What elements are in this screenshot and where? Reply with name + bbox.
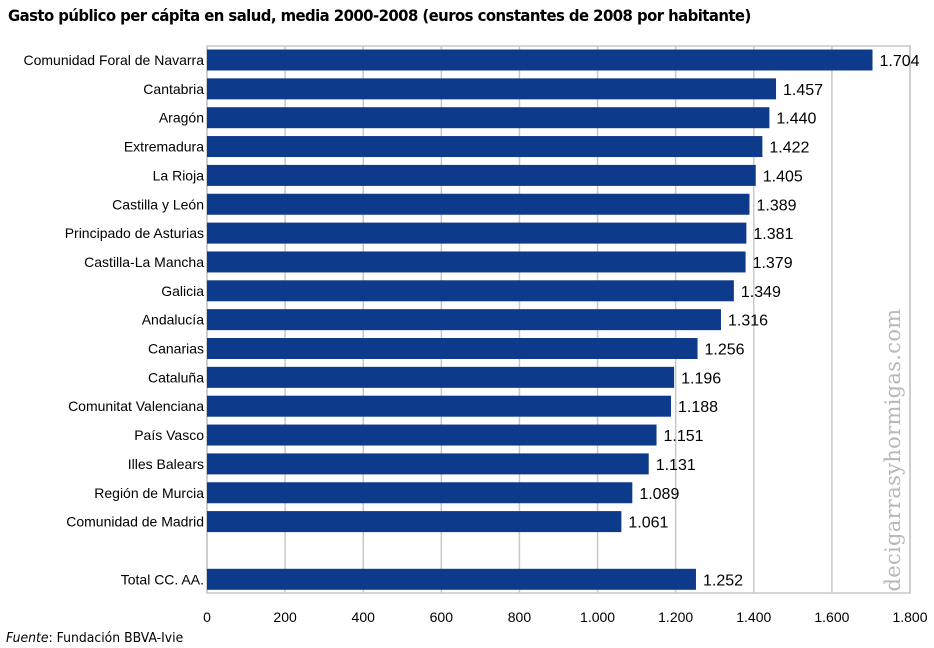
source-label: Fuente bbox=[6, 630, 49, 646]
data-label: 1.457 bbox=[783, 82, 823, 99]
data-label: 1.061 bbox=[628, 515, 668, 532]
chart-title: Gasto público per cápita en salud, media… bbox=[8, 6, 751, 25]
x-tick-label: 600 bbox=[430, 609, 454, 625]
x-tick-label: 200 bbox=[273, 609, 297, 625]
bar bbox=[207, 338, 698, 359]
data-label: 1.381 bbox=[753, 226, 793, 243]
category-label: Principado de Asturias bbox=[65, 225, 204, 241]
data-label: 1.704 bbox=[880, 53, 920, 70]
bar bbox=[207, 395, 671, 417]
bar bbox=[207, 49, 873, 71]
x-tick-label: 1.800 bbox=[892, 609, 927, 625]
bar bbox=[207, 424, 657, 446]
bar bbox=[207, 164, 756, 186]
bar bbox=[207, 482, 633, 504]
data-label: 1.196 bbox=[681, 370, 721, 387]
bar bbox=[207, 251, 746, 273]
data-label: 1.379 bbox=[753, 255, 793, 272]
data-label: 1.422 bbox=[769, 140, 809, 157]
bar bbox=[207, 107, 770, 129]
category-label: Comunitat Valenciana bbox=[68, 398, 204, 414]
data-label: 1.349 bbox=[741, 284, 781, 301]
x-tick-label: 1.400 bbox=[736, 609, 771, 625]
value-labels: 1.704 1.457 1.440 1.422 1.405 1.389 1.381 1.379… bbox=[628, 53, 919, 589]
category-label: Aragón bbox=[159, 110, 204, 126]
x-tick-label: 400 bbox=[352, 609, 376, 625]
category-label: Andalucía bbox=[142, 312, 204, 328]
category-label: País Vasco bbox=[134, 427, 204, 443]
x-tick-label: 1.000 bbox=[580, 609, 615, 625]
category-label: Cantabria bbox=[143, 81, 204, 97]
bar bbox=[207, 222, 747, 244]
watermark: decigarrasyhormigas.com bbox=[881, 308, 905, 592]
data-label: 1.405 bbox=[763, 168, 803, 185]
category-label: Castilla y León bbox=[112, 196, 204, 212]
category-label: Total CC. AA. bbox=[121, 571, 204, 587]
bar bbox=[207, 193, 750, 215]
bar bbox=[207, 568, 696, 590]
x-tick-label: 800 bbox=[508, 609, 532, 625]
category-label: Extremadura bbox=[124, 139, 204, 155]
bar bbox=[207, 78, 777, 100]
source-note: Fuente: Fundación BBVA-Ivie bbox=[6, 630, 183, 646]
category-label: Comunidad de Madrid bbox=[66, 514, 204, 530]
data-label: 1.131 bbox=[656, 457, 696, 474]
bars bbox=[207, 49, 873, 590]
category-label: Cataluña bbox=[148, 369, 204, 385]
category-label: Canarias bbox=[148, 341, 204, 357]
category-labels: Comunidad Foral de Navarra Cantabria Aragó… bbox=[23, 52, 204, 587]
bar bbox=[207, 511, 622, 533]
category-label: Illes Balears bbox=[128, 456, 204, 472]
data-label: 1.151 bbox=[664, 428, 704, 445]
data-label: 1.256 bbox=[705, 342, 745, 359]
x-tick-label: 1.600 bbox=[814, 609, 849, 625]
x-tick-label: 1.200 bbox=[658, 609, 693, 625]
data-label: 1.188 bbox=[678, 399, 718, 416]
bar bbox=[207, 366, 675, 388]
data-label: 1.389 bbox=[756, 197, 796, 214]
bar bbox=[207, 280, 734, 302]
category-label: Castilla-La Mancha bbox=[84, 254, 204, 270]
category-label: Galicia bbox=[161, 283, 204, 299]
data-label: 1.316 bbox=[728, 313, 768, 330]
bar bbox=[207, 136, 763, 158]
source-text: : Fundación BBVA-Ivie bbox=[48, 630, 184, 646]
category-label: Región de Murcia bbox=[94, 485, 204, 501]
category-label: La Rioja bbox=[153, 167, 205, 183]
category-label: Comunidad Foral de Navarra bbox=[23, 52, 204, 68]
data-label: 1.440 bbox=[776, 111, 816, 128]
data-label: 1.252 bbox=[703, 572, 743, 589]
x-tick-label: 0 bbox=[203, 609, 211, 625]
x-axis-ticks: 0 200 400 600 800 1.000 1.200 1.400 1.600 1.800 bbox=[203, 609, 928, 625]
bar bbox=[207, 309, 721, 331]
bar bbox=[207, 453, 649, 475]
data-label: 1.089 bbox=[639, 486, 679, 503]
